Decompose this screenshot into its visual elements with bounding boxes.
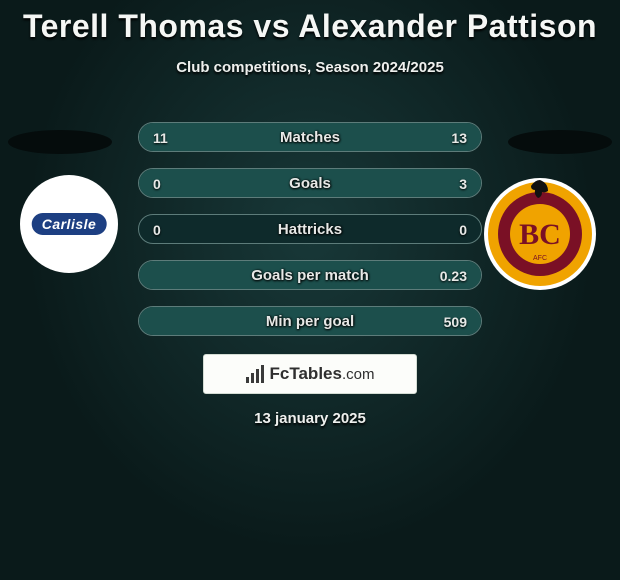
- stat-value-left: 0: [153, 215, 161, 244]
- stat-label: Goals: [139, 169, 481, 198]
- stat-value-right: 509: [444, 307, 467, 336]
- stat-label: Min per goal: [139, 307, 481, 336]
- brand-suffix: .com: [342, 366, 375, 383]
- stat-row: Min per goal509: [138, 306, 482, 336]
- stat-value-right: 0.23: [440, 261, 467, 290]
- player-left-shadow: [8, 130, 112, 154]
- stat-label: Hattricks: [139, 215, 481, 244]
- stat-value-right: 3: [459, 169, 467, 198]
- stat-row: Hattricks0 0: [138, 214, 482, 244]
- stat-row: Goals per match0.23: [138, 260, 482, 290]
- player-right-shadow: [508, 130, 612, 154]
- stats-list: Matches1113Goals03Hattricks00Goals per m…: [138, 122, 482, 352]
- comparison-card: Terell Thomas vs Alexander Pattison Club…: [0, 0, 620, 580]
- stat-row: Matches11 13: [138, 122, 482, 152]
- bars-icon: [246, 365, 264, 383]
- brand-box: FcTables.com: [203, 354, 417, 394]
- club-badge-right: BC AFC: [480, 174, 600, 294]
- svg-text:AFC: AFC: [533, 255, 547, 262]
- stat-value-right: 13: [451, 123, 467, 152]
- stat-row: Goals0 3: [138, 168, 482, 198]
- stat-value-right: 0: [459, 215, 467, 244]
- stat-value-left: 0: [153, 169, 161, 198]
- date-label: 13 january 2025: [0, 410, 620, 427]
- club-badge-left: Carlisle: [20, 175, 118, 273]
- club-badge-right-letters: BC: [519, 218, 561, 251]
- page-subtitle: Club competitions, Season 2024/2025: [0, 59, 620, 76]
- brand-text: FcTables.com: [270, 364, 375, 384]
- stat-label: Matches: [139, 123, 481, 152]
- brand-main: FcTables: [270, 364, 342, 383]
- club-badge-right-svg: BC AFC: [480, 174, 600, 294]
- club-badge-left-label: Carlisle: [32, 213, 107, 235]
- stat-label: Goals per match: [139, 261, 481, 290]
- stat-value-left: 11: [153, 123, 168, 152]
- page-title: Terell Thomas vs Alexander Pattison: [0, 0, 620, 45]
